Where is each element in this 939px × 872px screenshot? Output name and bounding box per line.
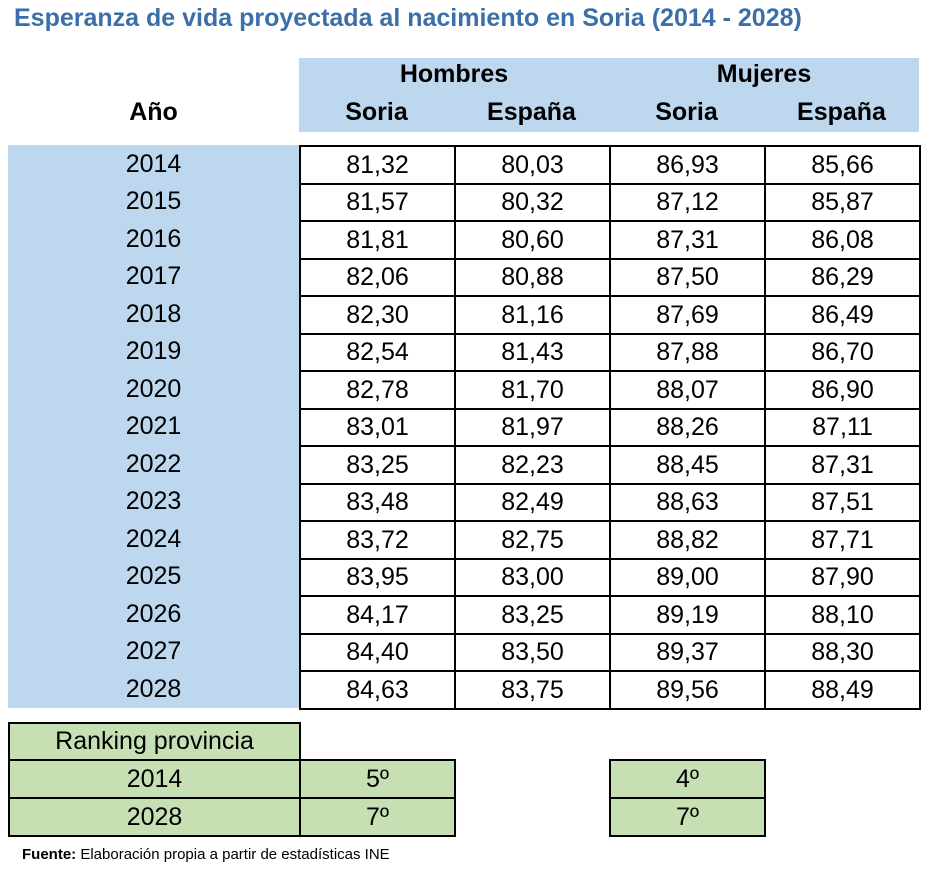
year-cell: 2021 [125, 412, 182, 440]
value-cell-h-soria: 83,95 [299, 558, 456, 597]
column-header-hombres-espana: España [487, 98, 576, 126]
value-cell-h-soria: 84,63 [299, 670, 456, 710]
column-header-hombres-soria: Soria [345, 98, 408, 126]
value-cell-h-soria: 84,17 [299, 595, 456, 635]
value-cell-h-soria: 82,30 [299, 295, 456, 335]
value-cell-m-espana: 86,70 [764, 333, 921, 372]
value-cell-h-espana: 81,43 [454, 333, 611, 372]
value-cell-m-espana: 88,49 [764, 670, 921, 710]
value-cell-m-espana: 87,51 [764, 483, 921, 522]
value-cell-h-soria: 81,81 [299, 220, 456, 260]
year-cell: 2024 [125, 524, 182, 553]
year-column-background [8, 145, 299, 708]
table-header-background [299, 58, 919, 132]
group-header-mujeres: Mujeres [716, 60, 812, 88]
value-cell-h-espana: 83,75 [454, 670, 611, 710]
value-cell-h-espana: 81,70 [454, 370, 611, 410]
value-cell-m-espana: 87,11 [764, 408, 921, 447]
year-cell: 2017 [125, 262, 182, 290]
value-cell-m-espana: 88,30 [764, 633, 921, 672]
value-cell-h-espana: 80,88 [454, 258, 611, 297]
value-cell-m-soria: 88,45 [609, 445, 766, 485]
year-cell: 2020 [125, 374, 182, 403]
value-cell-m-soria: 86,93 [609, 145, 766, 185]
value-cell-m-espana: 86,08 [764, 220, 921, 260]
ranking-hombres-cell: 7º [299, 797, 456, 837]
year-cell: 2015 [125, 187, 182, 215]
value-cell-h-soria: 83,25 [299, 445, 456, 485]
value-cell-h-soria: 83,48 [299, 483, 456, 522]
ranking-label: Ranking provincia [8, 722, 301, 761]
value-cell-m-soria: 87,69 [609, 295, 766, 335]
value-cell-m-espana: 87,90 [764, 558, 921, 597]
year-cell: 2026 [125, 599, 182, 628]
year-cell: 2019 [125, 337, 182, 365]
value-cell-h-soria: 84,40 [299, 633, 456, 672]
value-cell-m-espana: 86,29 [764, 258, 921, 297]
value-cell-h-soria: 82,06 [299, 258, 456, 297]
value-cell-h-espana: 82,75 [454, 520, 611, 560]
value-cell-h-soria: 83,72 [299, 520, 456, 560]
value-cell-m-soria: 88,63 [609, 483, 766, 522]
value-cell-m-soria: 89,19 [609, 595, 766, 635]
source-label: Fuente: [22, 846, 77, 863]
value-cell-m-soria: 88,82 [609, 520, 766, 560]
value-cell-h-espana: 83,50 [454, 633, 611, 672]
value-cell-m-soria: 87,88 [609, 333, 766, 372]
value-cell-m-soria: 89,37 [609, 633, 766, 672]
value-cell-h-soria: 81,32 [299, 145, 456, 185]
value-cell-h-soria: 81,57 [299, 183, 456, 222]
column-header-mujeres-soria: Soria [655, 98, 718, 126]
value-cell-m-espana: 86,90 [764, 370, 921, 410]
page-title: Esperanza de vida proyectada al nacimien… [14, 4, 802, 32]
value-cell-h-espana: 83,00 [454, 558, 611, 597]
ranking-mujeres-cell: 4º [609, 759, 766, 799]
value-cell-h-soria: 82,78 [299, 370, 456, 410]
value-cell-m-soria: 87,12 [609, 183, 766, 222]
value-cell-h-espana: 82,49 [454, 483, 611, 522]
year-cell: 2014 [125, 149, 182, 178]
value-cell-m-espana: 85,66 [764, 145, 921, 185]
value-cell-h-soria: 83,01 [299, 408, 456, 447]
ranking-year-cell: 2014 [8, 759, 301, 799]
year-cell: 2027 [125, 637, 182, 665]
value-cell-m-soria: 87,31 [609, 220, 766, 260]
value-cell-m-espana: 87,31 [764, 445, 921, 485]
value-cell-m-soria: 89,56 [609, 670, 766, 710]
value-cell-m-soria: 88,26 [609, 408, 766, 447]
value-cell-h-espana: 80,60 [454, 220, 611, 260]
ranking-year-cell: 2028 [8, 797, 301, 837]
value-cell-m-soria: 89,00 [609, 558, 766, 597]
column-header-mujeres-espana: España [797, 98, 886, 126]
year-cell: 2018 [125, 299, 182, 328]
ranking-mujeres-cell: 7º [609, 797, 766, 837]
value-cell-h-espana: 82,23 [454, 445, 611, 485]
value-cell-m-soria: 88,07 [609, 370, 766, 410]
value-cell-m-espana: 88,10 [764, 595, 921, 635]
group-header-hombres: Hombres [399, 60, 509, 88]
value-cell-h-espana: 80,32 [454, 183, 611, 222]
value-cell-m-espana: 86,49 [764, 295, 921, 335]
year-cell: 2022 [125, 449, 182, 478]
year-cell: 2016 [125, 224, 182, 253]
value-cell-m-espana: 87,71 [764, 520, 921, 560]
value-cell-h-espana: 81,16 [454, 295, 611, 335]
value-cell-m-espana: 85,87 [764, 183, 921, 222]
source-text: Elaboración propia a partir de estadísti… [76, 846, 390, 863]
column-header-year: Año [129, 98, 178, 126]
ranking-hombres-cell: 5º [299, 759, 456, 799]
year-cell: 2023 [125, 487, 182, 515]
value-cell-h-espana: 81,97 [454, 408, 611, 447]
value-cell-h-espana: 83,25 [454, 595, 611, 635]
value-cell-m-soria: 87,50 [609, 258, 766, 297]
value-cell-h-espana: 80,03 [454, 145, 611, 185]
source-note: Fuente: Elaboración propia a partir de e… [22, 846, 390, 863]
year-cell: 2025 [125, 562, 182, 590]
value-cell-h-soria: 82,54 [299, 333, 456, 372]
year-cell: 2028 [125, 674, 182, 703]
